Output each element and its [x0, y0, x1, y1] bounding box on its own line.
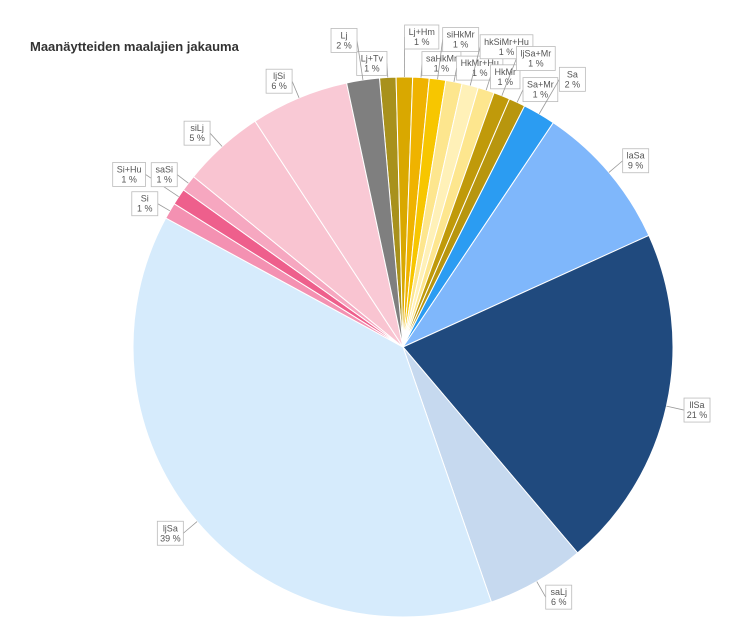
connector — [292, 81, 299, 98]
label-name: hkSiMr+Hu — [484, 37, 529, 47]
data-label: Si1 % — [132, 192, 158, 216]
label-name: siHkMr — [447, 30, 475, 40]
label-value: 1 % — [453, 40, 469, 50]
label-name: saSi — [155, 165, 173, 175]
connector — [210, 133, 222, 146]
label-name: Si+Hu — [117, 164, 142, 174]
chart-title: Maanäytteiden maalajien jakauma — [30, 39, 240, 54]
label-value: 1 % — [499, 47, 515, 57]
data-label: Lj+Tv1 % — [357, 51, 387, 75]
label-name: Lj — [341, 30, 348, 40]
label-name: ljSi — [273, 71, 285, 81]
label-name: saLj — [550, 587, 567, 597]
data-label: ljSa+Mr1 % — [516, 47, 555, 71]
label-name: ljSa+Mr — [520, 49, 551, 59]
connector — [666, 406, 684, 410]
label-value: 1 % — [121, 174, 137, 184]
data-label: Sa+Mr1 % — [523, 78, 558, 102]
label-value: 39 % — [160, 533, 181, 543]
connector — [158, 204, 170, 211]
label-name: Sa+Mr — [527, 80, 554, 90]
label-name: ljSa — [163, 523, 178, 533]
connector — [177, 175, 188, 183]
data-label: Si+Hu1 % — [113, 162, 146, 186]
label-value: 1 % — [434, 64, 450, 74]
label-name: Lj+Hm — [409, 27, 435, 37]
connector — [537, 582, 546, 598]
label-name: Sa — [567, 69, 578, 79]
label-value: 9 % — [628, 161, 644, 171]
label-name: siLj — [190, 123, 204, 133]
data-label: Lj2 % — [331, 28, 357, 52]
label-name: Lj+Tv — [361, 53, 384, 63]
label-value: 1 % — [364, 63, 380, 73]
label-value: 21 % — [687, 410, 708, 420]
label-value: 5 % — [189, 133, 205, 143]
connector — [517, 90, 523, 103]
label-value: 1 % — [528, 59, 544, 69]
label-value: 2 % — [336, 40, 352, 50]
data-label: Lj+Hm1 % — [405, 25, 439, 49]
label-name: laSa — [627, 151, 645, 161]
label-value: 1 % — [533, 90, 549, 100]
label-name: saHkMr — [426, 54, 457, 64]
label-value: 1 % — [497, 77, 513, 87]
label-value: 1 % — [137, 204, 153, 214]
label-value: 1 % — [414, 37, 430, 47]
label-name: llSa — [690, 400, 705, 410]
label-name: Si — [141, 194, 149, 204]
connector — [183, 522, 197, 534]
data-label: Sa2 % — [559, 67, 585, 91]
label-value: 2 % — [565, 79, 581, 89]
label-value: 1 % — [156, 175, 172, 185]
label-value: 6 % — [551, 597, 567, 607]
label-value: 6 % — [271, 81, 287, 91]
connector — [609, 161, 623, 173]
